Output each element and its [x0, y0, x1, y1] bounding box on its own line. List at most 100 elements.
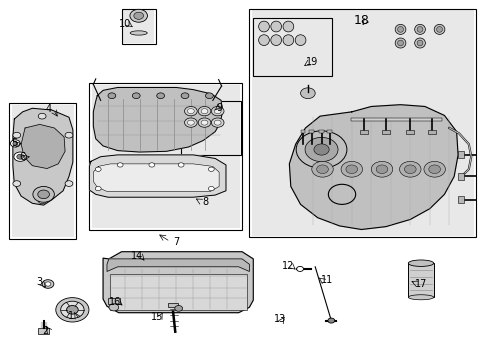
Circle shape: [95, 167, 101, 171]
Circle shape: [65, 181, 73, 186]
Circle shape: [404, 165, 415, 174]
Circle shape: [13, 181, 20, 186]
Bar: [254, 19, 330, 75]
Bar: [249, 9, 475, 237]
Circle shape: [214, 109, 221, 114]
Text: 3: 3: [37, 277, 42, 287]
Bar: [168, 303, 178, 307]
Circle shape: [10, 140, 20, 147]
Polygon shape: [289, 105, 457, 229]
Circle shape: [423, 161, 445, 177]
Circle shape: [428, 165, 440, 174]
Circle shape: [38, 198, 46, 204]
Bar: [427, 130, 435, 134]
Ellipse shape: [258, 21, 269, 32]
Polygon shape: [107, 259, 249, 271]
Circle shape: [205, 93, 213, 99]
Text: 4: 4: [45, 104, 51, 114]
Text: 9: 9: [216, 103, 222, 113]
Text: 5: 5: [11, 139, 17, 148]
Circle shape: [184, 118, 197, 127]
Ellipse shape: [416, 27, 422, 32]
Ellipse shape: [433, 24, 444, 35]
Circle shape: [149, 163, 155, 167]
Text: 16: 16: [109, 297, 121, 307]
Text: 18: 18: [353, 14, 369, 27]
Ellipse shape: [397, 40, 403, 46]
Circle shape: [14, 152, 26, 161]
Polygon shape: [13, 108, 73, 205]
Circle shape: [345, 165, 357, 174]
Circle shape: [399, 161, 420, 177]
Bar: [182, 102, 239, 154]
Circle shape: [181, 93, 188, 99]
Text: 13: 13: [273, 314, 285, 324]
Circle shape: [311, 161, 332, 177]
Circle shape: [61, 301, 84, 319]
Circle shape: [117, 163, 123, 167]
Bar: [38, 328, 49, 334]
Bar: [457, 173, 463, 180]
Bar: [406, 130, 413, 134]
Ellipse shape: [295, 35, 305, 45]
Ellipse shape: [414, 24, 425, 35]
Bar: [309, 130, 314, 133]
Circle shape: [56, 298, 89, 322]
Text: 7: 7: [173, 237, 179, 247]
Bar: [300, 130, 305, 133]
Bar: [407, 263, 433, 297]
Ellipse shape: [394, 38, 405, 48]
Circle shape: [198, 107, 210, 116]
Circle shape: [38, 113, 46, 119]
Ellipse shape: [407, 260, 433, 266]
Ellipse shape: [283, 35, 293, 45]
Circle shape: [208, 167, 214, 171]
Text: 10: 10: [119, 19, 131, 29]
Circle shape: [109, 304, 119, 311]
Circle shape: [134, 12, 143, 19]
Ellipse shape: [283, 21, 293, 32]
Circle shape: [211, 107, 224, 116]
Bar: [253, 18, 331, 76]
Text: 6: 6: [20, 152, 26, 162]
Circle shape: [17, 154, 23, 159]
Circle shape: [187, 120, 194, 125]
Circle shape: [214, 120, 221, 125]
Polygon shape: [21, 125, 65, 168]
Bar: [251, 10, 473, 235]
Circle shape: [370, 161, 392, 177]
Text: 15: 15: [150, 312, 163, 322]
Text: 11: 11: [321, 275, 333, 285]
Circle shape: [211, 118, 224, 127]
Text: 2: 2: [42, 325, 49, 336]
Circle shape: [296, 131, 346, 168]
Circle shape: [201, 120, 207, 125]
Circle shape: [313, 144, 328, 155]
Bar: [457, 196, 463, 203]
Ellipse shape: [407, 295, 433, 300]
Circle shape: [178, 163, 183, 167]
Circle shape: [13, 132, 20, 138]
Ellipse shape: [394, 24, 405, 35]
Circle shape: [38, 190, 49, 199]
Circle shape: [375, 165, 387, 174]
Bar: [181, 101, 240, 155]
Bar: [123, 10, 154, 42]
Text: 19: 19: [305, 57, 317, 67]
Circle shape: [33, 186, 54, 202]
Ellipse shape: [416, 40, 422, 46]
Bar: [108, 298, 120, 305]
Circle shape: [201, 109, 207, 114]
Bar: [381, 130, 389, 134]
Circle shape: [300, 88, 315, 99]
Polygon shape: [93, 164, 219, 192]
Ellipse shape: [270, 21, 281, 32]
Circle shape: [198, 118, 210, 127]
Ellipse shape: [397, 27, 403, 32]
Circle shape: [340, 161, 362, 177]
Circle shape: [130, 9, 147, 22]
Text: 17: 17: [414, 279, 427, 289]
Ellipse shape: [258, 35, 269, 45]
Ellipse shape: [270, 35, 281, 45]
Bar: [122, 9, 156, 44]
